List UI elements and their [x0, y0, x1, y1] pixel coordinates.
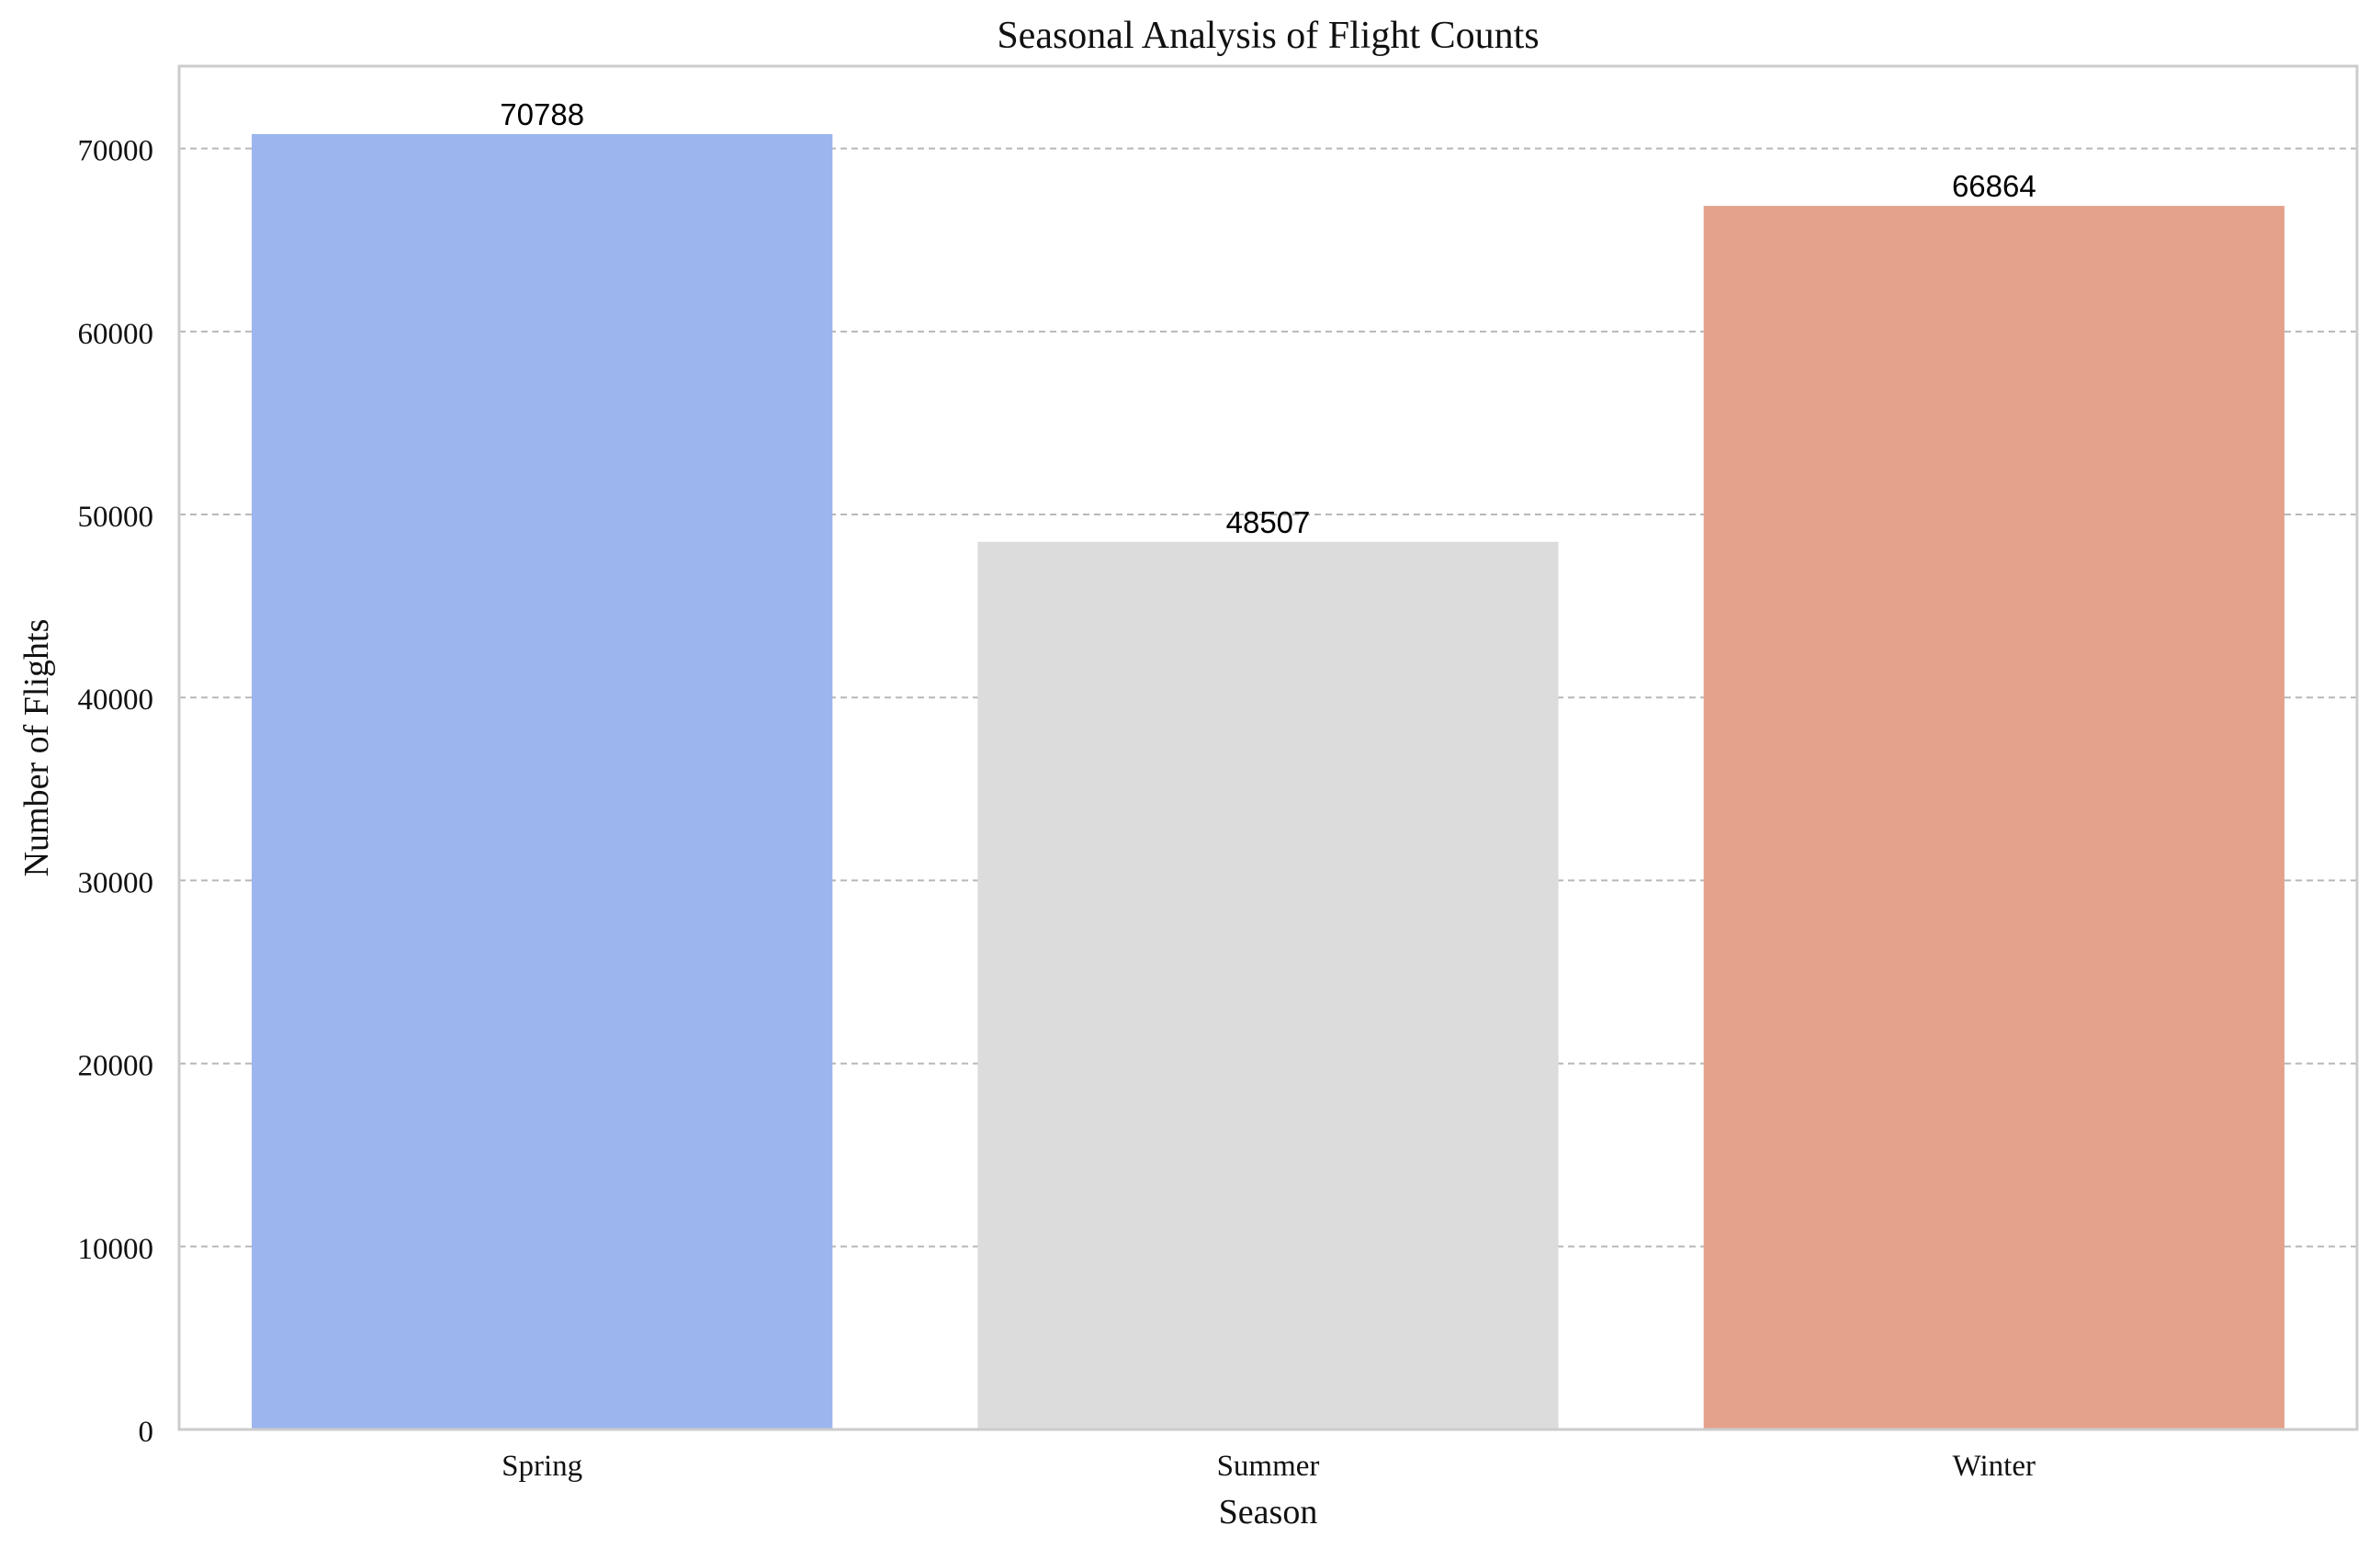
x-tick-label-summer: Summer	[1217, 1450, 1320, 1483]
data-labels: 70788 48507 66864	[500, 97, 2036, 539]
x-tick-label-spring: Spring	[502, 1450, 582, 1483]
bar-winter	[1703, 206, 2284, 1430]
y-axis-label: Number of Flights	[17, 619, 56, 877]
y-tick-label: 50000	[78, 501, 154, 534]
data-label-winter: 66864	[1952, 169, 2036, 203]
y-tick-label: 40000	[78, 684, 154, 717]
data-label-spring: 70788	[500, 97, 584, 131]
x-axis-label: Season	[1219, 1493, 1318, 1531]
x-tick-label-winter: Winter	[1953, 1450, 2036, 1483]
bars	[252, 133, 2284, 1430]
y-tick-label: 20000	[78, 1050, 154, 1083]
y-tick-label: 0	[139, 1416, 154, 1449]
x-axis-ticks: Spring Summer Winter	[502, 1450, 2036, 1483]
bar-spring	[252, 133, 833, 1429]
y-tick-label: 70000	[78, 135, 154, 168]
plot-frame	[177, 64, 2359, 1431]
y-tick-label: 30000	[78, 866, 154, 899]
y-tick-label: 10000	[78, 1233, 154, 1266]
data-label-summer: 48507	[1226, 505, 1311, 539]
bar-summer	[977, 541, 1559, 1429]
y-tick-label: 60000	[78, 318, 154, 351]
y-axis-ticks: 0 10000 20000 30000 40000 50000 60000 70000	[78, 135, 154, 1449]
chart-title: Seasonal Analysis of Flight Counts	[997, 15, 1539, 57]
